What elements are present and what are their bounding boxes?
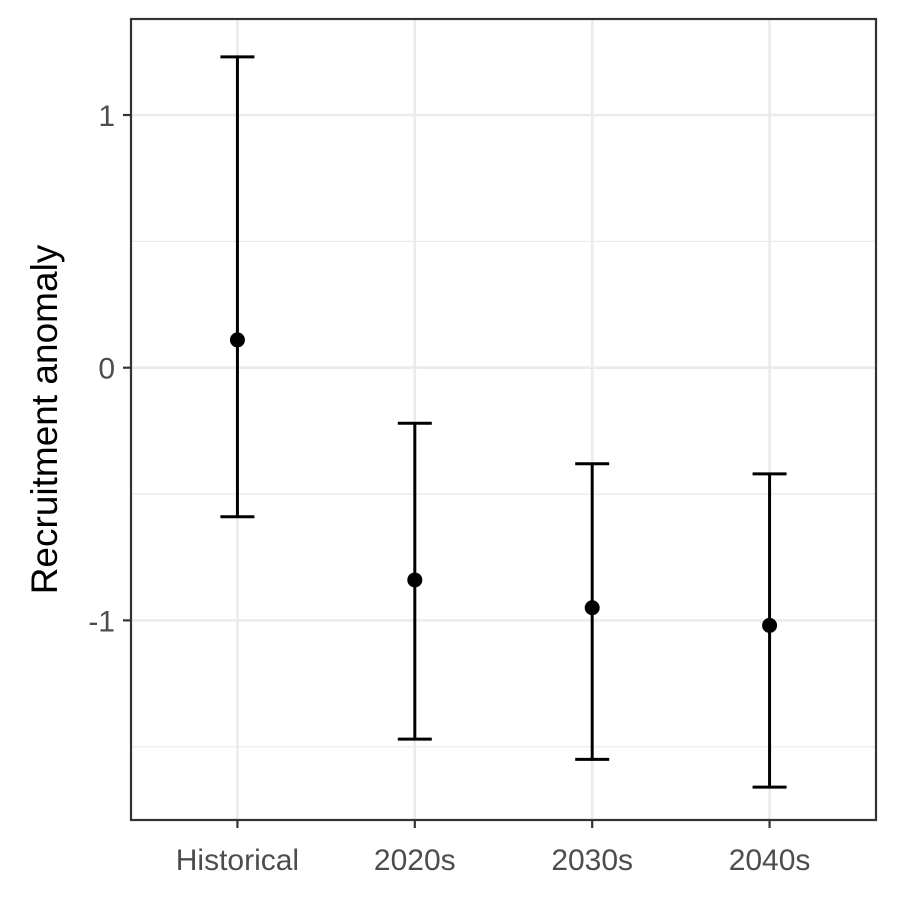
- x-tick-label: 2040s: [729, 844, 811, 877]
- y-tick-label: 1: [98, 100, 115, 133]
- y-tick-label: -1: [88, 605, 115, 638]
- y-axis-title: Recruitment anomaly: [24, 244, 65, 594]
- x-tick-label: 2020s: [374, 844, 456, 877]
- x-tick-label: Historical: [176, 844, 299, 877]
- axes: 1 0 -1 Historical 2020s 2030s 2040s: [88, 100, 810, 877]
- data-layer: [220, 55, 787, 789]
- data-point: [584, 600, 600, 616]
- data-point: [762, 617, 778, 633]
- y-tick-label: 0: [98, 353, 115, 386]
- data-point: [229, 332, 245, 348]
- x-tick-label: 2030s: [551, 844, 633, 877]
- panel-border: [129, 17, 878, 822]
- data-point: [407, 572, 423, 588]
